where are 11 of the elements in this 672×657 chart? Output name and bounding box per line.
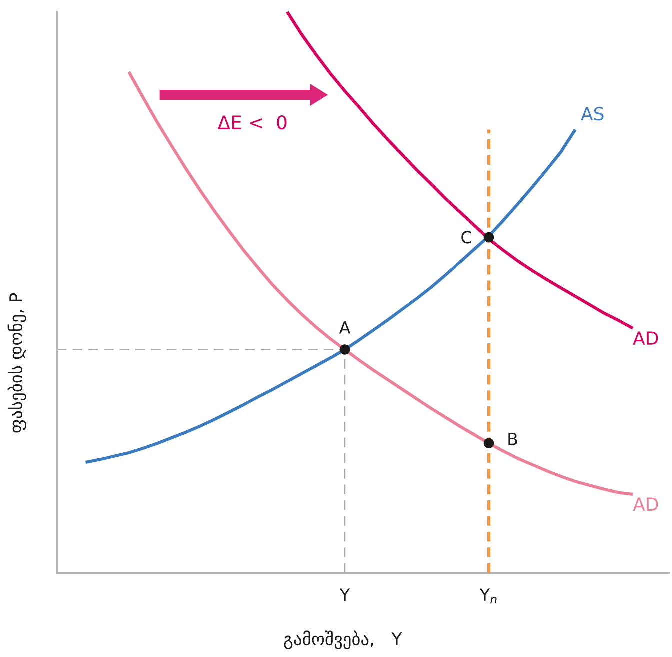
annotation: C — [462, 231, 472, 244]
annotation: ΔE < 0 — [218, 115, 287, 130]
annotation: A — [339, 322, 351, 334]
y-axis-title: ფასების დონე, P — [8, 293, 26, 433]
series-label: AD — [633, 498, 658, 511]
x-tick-label: Y — [340, 588, 350, 601]
series-label: AD — [633, 332, 658, 345]
x-axis-title: გამოშვება, Y — [284, 630, 402, 650]
series-label: AS — [581, 107, 604, 121]
annotation: B — [508, 433, 518, 446]
x-tick-label: Y$_{n}$ — [480, 588, 497, 604]
